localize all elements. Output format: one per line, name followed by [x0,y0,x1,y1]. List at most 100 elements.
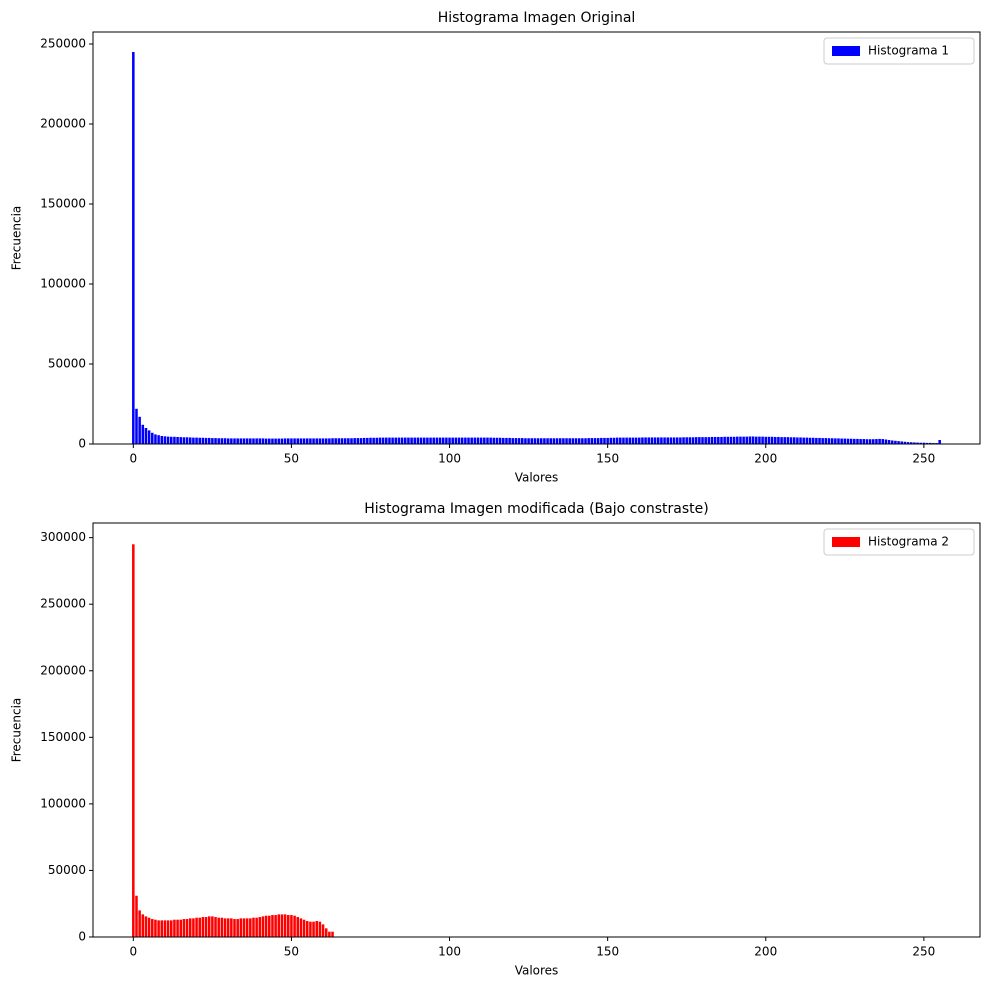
bar [188,437,192,444]
bar [169,436,173,444]
bar [445,437,448,444]
bar [615,437,619,444]
bar [419,437,423,444]
bar [410,437,413,444]
bar [780,437,783,444]
bar [846,438,850,444]
bar [574,438,578,444]
bar [622,437,625,444]
bar [293,915,296,937]
bar [271,915,274,937]
bar [638,437,641,444]
bar [792,437,796,444]
bar [223,918,227,937]
bar [770,436,774,444]
bar [201,437,205,444]
bar [584,438,587,444]
bar [527,438,530,444]
bar [590,438,594,444]
bar [271,438,274,444]
bar [340,438,344,444]
bar [679,437,682,444]
bar [315,921,318,937]
bar [312,438,315,444]
y-axis-label: Frecuencia [10,698,24,763]
bar [233,919,236,937]
bar [353,438,356,444]
bar [207,916,211,937]
legend-box [823,528,975,556]
bar [182,437,186,444]
bar [144,428,148,444]
bar [675,437,679,444]
bar [698,437,701,444]
bar [252,438,255,444]
bar [280,438,284,444]
bar [470,437,473,444]
bar [166,436,170,444]
bar [815,437,818,444]
bar [887,440,891,444]
bar [521,438,524,444]
bar [217,917,220,937]
bar [701,437,704,444]
bar [321,438,325,444]
bar [312,921,315,937]
bar [245,438,249,444]
bar [890,440,894,444]
bar [938,440,941,444]
x-tick-label: 150 [596,452,619,466]
bar [498,437,502,444]
bar [682,437,685,444]
bar [457,437,461,444]
chart-title: Histograma Imagen modificada (Bajo const… [364,501,708,517]
bar [909,442,913,444]
bar [347,438,350,444]
y-tick-label: 200000 [40,663,86,677]
bar [261,916,265,937]
bar [666,437,669,444]
bar [805,437,809,444]
bar [160,436,164,444]
y-tick-label: 100000 [40,796,86,810]
bar [201,917,205,937]
bar [565,438,568,444]
bar [533,438,537,444]
legend-label: Histograma 1 [868,44,949,58]
x-tick-label: 50 [284,452,299,466]
bar [277,438,281,444]
bar [530,438,534,444]
y-tick-label: 0 [78,930,86,944]
bar [242,438,246,444]
bar [837,438,840,444]
bar [132,544,135,937]
x-tick-label: 100 [438,945,461,959]
bar [147,430,151,444]
bar [900,441,904,444]
bar [182,919,186,937]
bar [894,440,897,444]
bar [416,437,420,444]
bar [258,438,262,444]
x-axis-label: Valores [515,964,559,978]
bar [226,438,230,444]
bar [568,438,571,444]
bar [489,437,492,444]
bar [865,439,869,444]
bar [147,917,151,937]
legend-swatch [832,46,860,56]
bar [688,437,692,444]
y-tick-label: 50000 [48,863,86,877]
bar [799,437,802,444]
bar [619,437,622,444]
bar [372,437,375,444]
bar [495,437,499,444]
bar [467,437,470,444]
bar [385,437,388,444]
bar [309,921,312,937]
bar [546,438,549,444]
bar [438,437,442,444]
bar [603,437,606,444]
bar [204,917,208,937]
bar [302,919,306,937]
